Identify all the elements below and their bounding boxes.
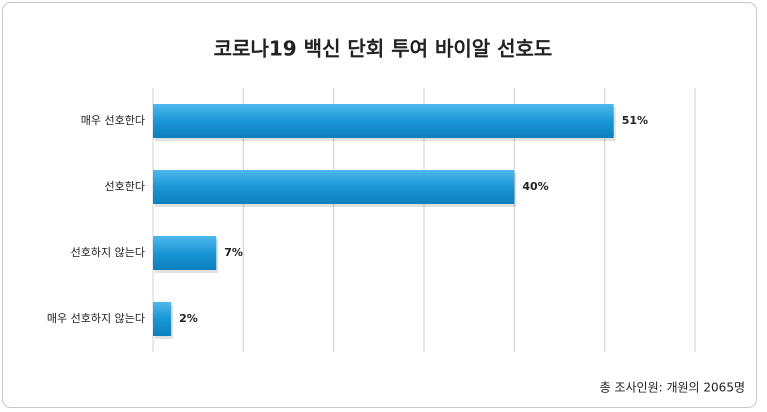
bar	[153, 170, 515, 204]
y-tick-label: 선호하지 않는다	[71, 245, 145, 259]
bar	[153, 302, 172, 336]
chart-title: 코로나19 백신 단회 투여 바이알 선호도	[214, 37, 553, 61]
frame	[2, 2, 757, 408]
value-label: 51%	[622, 114, 648, 127]
y-tick-label: 매우 선호하지 않는다	[47, 311, 145, 325]
value-label: 40%	[522, 180, 548, 193]
y-tick-label: 매우 선호한다	[81, 114, 145, 127]
value-label: 7%	[224, 246, 243, 259]
value-label: 2%	[179, 312, 198, 325]
bar	[153, 104, 614, 138]
note: 총 조사인원: 개원의 2065명	[600, 381, 745, 395]
bar	[153, 236, 217, 270]
y-tick-label: 선호한다	[105, 180, 145, 193]
